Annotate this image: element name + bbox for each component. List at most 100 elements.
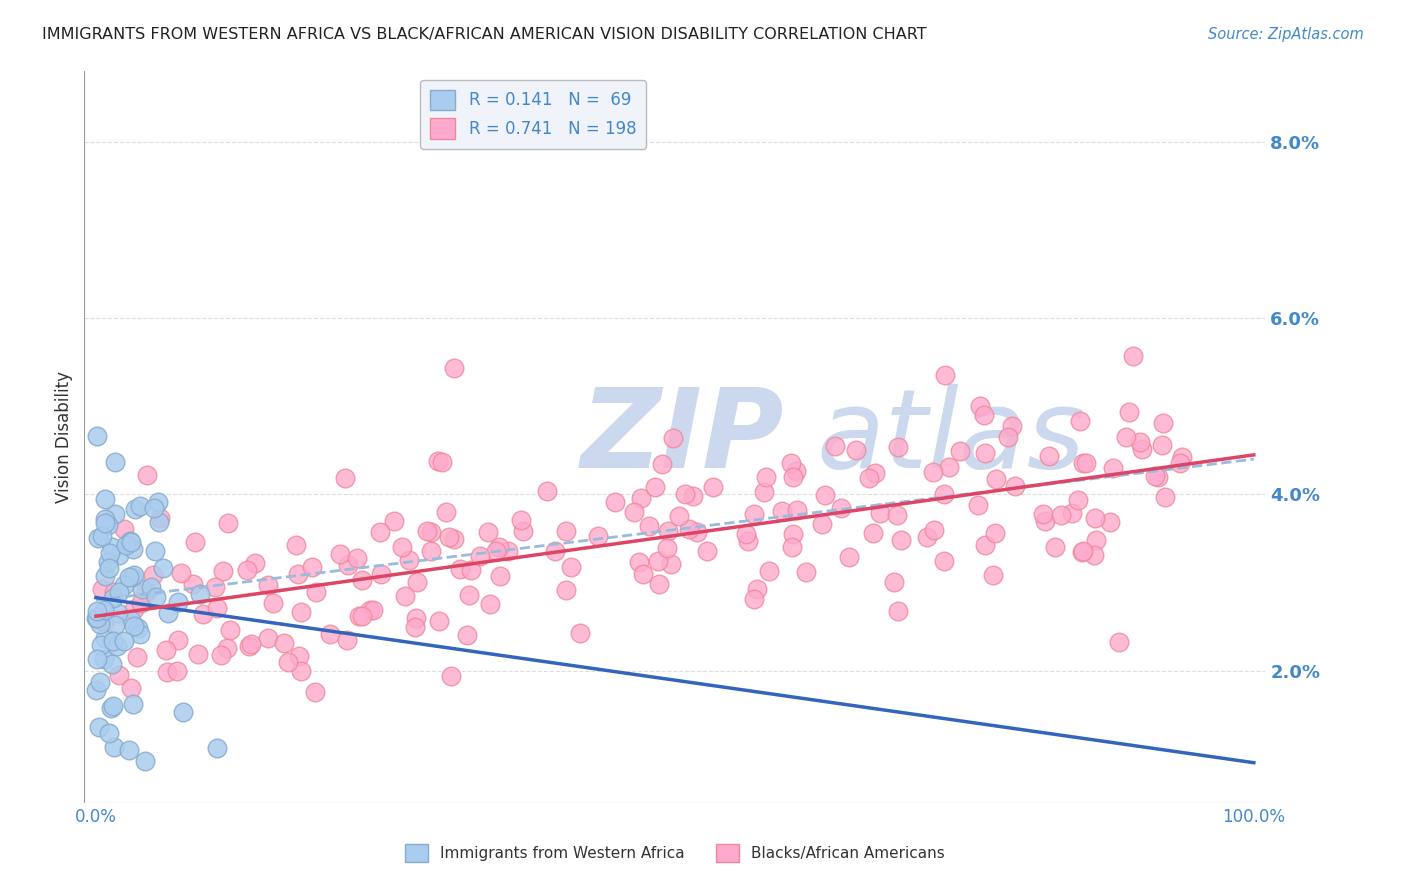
Point (346, 550, 368, 565)
Text: ZIP: ZIP (581, 384, 785, 491)
Point (101, 699, 124, 714)
Point (449, 562, 471, 576)
Point (94, 516, 117, 530)
Point (135, 584, 157, 599)
Point (785, 465, 807, 479)
Point (477, 525, 499, 540)
Point (510, 513, 533, 527)
Point (1102, 460, 1125, 475)
Point (1032, 507, 1054, 521)
Point (468, 549, 491, 563)
Text: atlas: atlas (817, 384, 1085, 491)
Point (921, 466, 943, 480)
Point (1060, 506, 1083, 520)
Point (555, 582, 578, 597)
Point (489, 569, 512, 583)
Point (84, 683, 107, 698)
Point (1085, 533, 1108, 548)
Point (696, 543, 718, 558)
Point (188, 587, 211, 601)
Point (967, 498, 990, 512)
Point (623, 505, 645, 519)
Point (90, 639, 112, 653)
Point (747, 582, 769, 596)
Point (105, 640, 128, 654)
Point (405, 610, 427, 624)
Point (193, 607, 215, 621)
Point (488, 540, 510, 554)
Point (932, 554, 955, 568)
Point (755, 470, 778, 484)
Point (239, 637, 262, 651)
Point (934, 487, 956, 501)
Point (1118, 405, 1140, 419)
Point (91, 582, 114, 597)
Point (101, 633, 124, 648)
Point (420, 543, 443, 558)
Point (427, 454, 450, 468)
Point (460, 563, 482, 577)
Point (1033, 514, 1056, 528)
Point (512, 524, 534, 539)
Point (103, 739, 125, 754)
Point (120, 535, 142, 549)
Point (1143, 469, 1166, 483)
Point (97, 561, 120, 575)
Point (304, 585, 326, 599)
Text: Source: ZipAtlas.com: Source: ZipAtlas.com (1208, 27, 1364, 42)
Point (284, 538, 307, 552)
Point (630, 491, 652, 506)
Point (256, 631, 278, 645)
Point (605, 495, 627, 509)
Point (434, 505, 457, 519)
Point (361, 603, 384, 617)
Point (1069, 414, 1091, 428)
Point (370, 567, 392, 582)
Point (838, 549, 860, 564)
Point (103, 591, 125, 605)
Point (758, 564, 780, 578)
Point (682, 489, 704, 503)
Point (333, 471, 356, 485)
Point (142, 568, 165, 582)
Point (120, 681, 142, 695)
Point (167, 632, 190, 647)
Point (93, 615, 115, 629)
Point (648, 577, 671, 591)
Point (655, 541, 678, 555)
Point (86, 604, 108, 618)
Point (277, 655, 299, 669)
Point (100, 657, 122, 671)
Point (112, 578, 135, 592)
Point (770, 504, 793, 518)
Point (934, 368, 956, 382)
Point (187, 648, 209, 662)
Point (628, 555, 651, 569)
Point (204, 580, 226, 594)
Point (256, 578, 278, 592)
Point (430, 455, 453, 469)
Point (398, 553, 420, 567)
Point (104, 617, 127, 632)
Point (349, 609, 371, 624)
Point (437, 530, 460, 544)
Point (217, 516, 239, 530)
Point (668, 509, 690, 524)
Point (290, 605, 312, 619)
Text: IMMIGRANTS FROM WESTERN AFRICA VS BLACK/AFRICAN AMERICAN VISION DISABILITY CORRE: IMMIGRANTS FROM WESTERN AFRICA VS BLACK/… (42, 27, 927, 42)
Point (166, 664, 188, 678)
Point (212, 564, 235, 578)
Point (329, 547, 352, 561)
Point (890, 533, 912, 547)
Point (112, 522, 135, 536)
Point (107, 667, 129, 681)
Point (662, 431, 685, 445)
Point (814, 488, 837, 502)
Point (1108, 635, 1130, 649)
Point (262, 596, 284, 610)
Point (735, 527, 758, 541)
Point (1070, 545, 1092, 559)
Point (1129, 435, 1152, 450)
Point (969, 399, 991, 413)
Point (638, 519, 661, 533)
